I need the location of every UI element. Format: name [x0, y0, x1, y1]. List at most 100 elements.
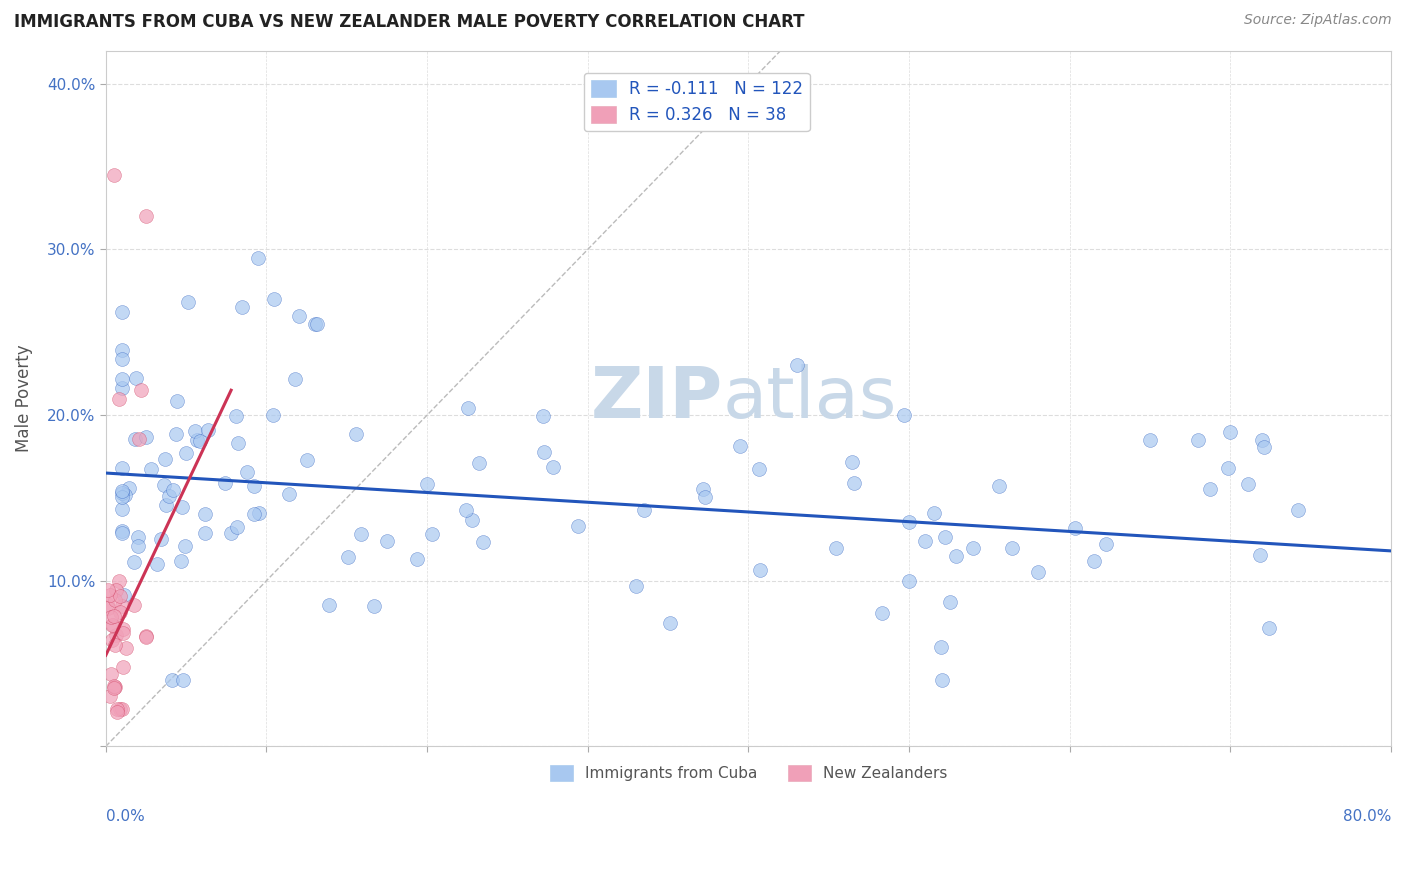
Point [135, 630, 157, 644]
Point [114, 488, 136, 502]
Point [101, 618, 124, 632]
Point [150, 533, 173, 547]
Point [153, 477, 176, 491]
Point [898, 515, 921, 529]
Point [105, 705, 128, 719]
Point [1139, 433, 1161, 447]
Point [97, 582, 120, 597]
Point [1257, 621, 1279, 635]
Point [107, 392, 129, 406]
Point [177, 295, 200, 310]
Point [194, 508, 217, 522]
Text: ZIP: ZIP [591, 364, 723, 433]
Text: Source: ZipAtlas.com: Source: ZipAtlas.com [1244, 13, 1392, 28]
Point [287, 309, 309, 323]
Point [1026, 566, 1049, 580]
Point [406, 552, 429, 566]
Point [127, 539, 149, 553]
Point [226, 435, 249, 450]
Point [898, 574, 921, 588]
Point [533, 445, 555, 459]
Point [173, 539, 195, 553]
Point [624, 579, 647, 593]
Point [166, 394, 188, 409]
Point [111, 491, 134, 505]
Point [103, 608, 125, 623]
Text: atlas: atlas [723, 364, 897, 433]
Point [128, 433, 150, 447]
Legend: Immigrants from Cuba, New Zealanders: Immigrants from Cuba, New Zealanders [544, 759, 953, 788]
Point [141, 462, 163, 476]
Point [108, 605, 131, 619]
Point [1249, 548, 1271, 562]
Point [100, 588, 122, 602]
Point [197, 423, 219, 437]
Point [1064, 521, 1087, 535]
Point [129, 383, 152, 397]
Point [118, 482, 141, 496]
Point [533, 409, 555, 423]
Text: IMMIGRANTS FROM CUBA VS NEW ZEALANDER MALE POVERTY CORRELATION CHART: IMMIGRANTS FROM CUBA VS NEW ZEALANDER MA… [14, 13, 804, 31]
Point [111, 483, 134, 498]
Point [111, 622, 134, 636]
Point [304, 317, 326, 331]
Point [100, 667, 122, 681]
Point [363, 599, 385, 614]
Point [1237, 476, 1260, 491]
Point [541, 459, 564, 474]
Point [262, 408, 284, 422]
Point [111, 381, 134, 395]
Point [962, 541, 984, 555]
Point [162, 483, 184, 498]
Point [135, 629, 157, 643]
Point [235, 465, 257, 479]
Point [461, 512, 484, 526]
Point [103, 681, 125, 695]
Point [1218, 461, 1240, 475]
Point [1286, 503, 1309, 517]
Point [375, 533, 398, 548]
Point [344, 427, 367, 442]
Point [112, 588, 135, 602]
Point [111, 305, 134, 319]
Point [214, 475, 236, 490]
Point [98, 690, 121, 704]
Point [420, 527, 443, 541]
Point [914, 533, 936, 548]
Point [105, 582, 128, 597]
Point [567, 518, 589, 533]
Point [219, 526, 242, 541]
Point [124, 432, 146, 446]
Point [893, 408, 915, 422]
Point [870, 606, 893, 620]
Point [284, 372, 307, 386]
Point [297, 453, 319, 467]
Point [226, 520, 249, 534]
Point [633, 503, 655, 517]
Point [97, 601, 120, 615]
Point [231, 301, 253, 315]
Point [659, 615, 682, 630]
Point [114, 641, 136, 656]
Point [945, 549, 967, 563]
Point [307, 317, 329, 331]
Point [1187, 433, 1209, 447]
Point [96, 597, 118, 611]
Point [107, 701, 129, 715]
Point [454, 503, 477, 517]
Point [184, 425, 207, 439]
Point [122, 555, 145, 569]
Point [247, 251, 270, 265]
Point [111, 626, 134, 640]
Text: 0.0%: 0.0% [105, 809, 145, 824]
Point [111, 372, 134, 386]
Point [108, 702, 131, 716]
Point [111, 524, 134, 538]
Point [188, 434, 211, 449]
Point [101, 632, 124, 647]
Point [939, 595, 962, 609]
Point [1000, 541, 1022, 556]
Point [172, 673, 194, 687]
Point [104, 680, 127, 694]
Text: 80.0%: 80.0% [1343, 809, 1391, 824]
